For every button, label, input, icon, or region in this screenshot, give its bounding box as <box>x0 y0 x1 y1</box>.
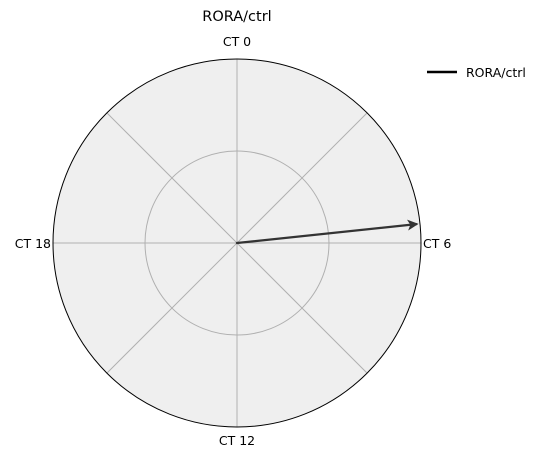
polar-frame <box>52 58 422 428</box>
angular-tick-labels: CT 0 CT 6 CT 12 CT 18 <box>15 34 452 448</box>
series-arrows <box>235 219 419 245</box>
tick-label: CT 0 <box>223 34 251 49</box>
tick-label: CT 18 <box>15 236 51 251</box>
series-arrow <box>235 219 419 245</box>
tick-label: CT 6 <box>423 236 451 251</box>
chart-title: RORA/ctrl <box>202 9 271 25</box>
tick-label: CT 12 <box>219 433 255 448</box>
legend-label: RORA/ctrl <box>466 65 526 80</box>
legend: RORA/ctrl <box>427 65 526 80</box>
radial-gridline <box>144 150 330 336</box>
